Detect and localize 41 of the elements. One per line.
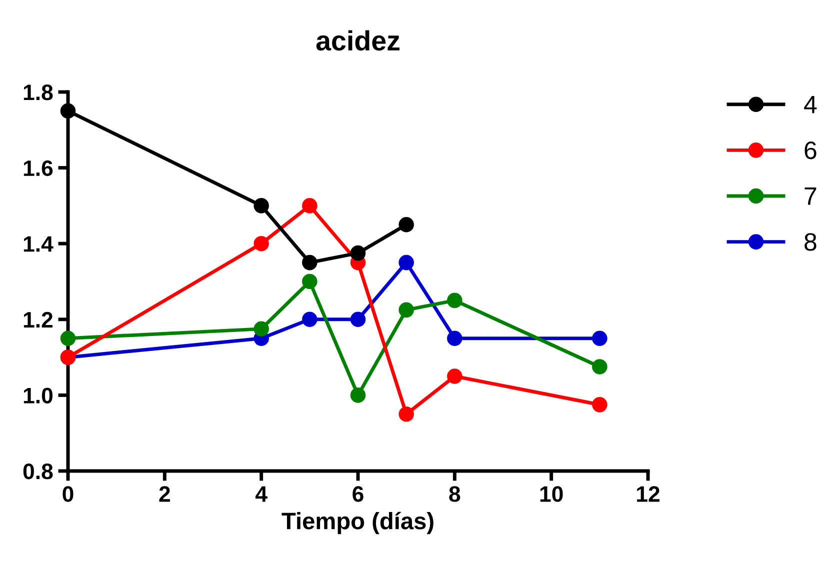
legend-label: 7 [804, 188, 816, 205]
point [350, 388, 366, 403]
point [447, 330, 462, 346]
point [302, 198, 318, 214]
point [398, 254, 414, 270]
point [254, 321, 269, 337]
point [302, 254, 318, 270]
point [592, 359, 608, 374]
point [398, 302, 414, 318]
x-tick-label: 8 [449, 486, 460, 502]
point [447, 292, 462, 308]
point [350, 245, 366, 261]
y-tick-label: 1.8 [24, 84, 53, 100]
point [302, 312, 318, 328]
y-tick-label: 0.8 [23, 464, 53, 480]
y-tick-label: 1.0 [24, 388, 53, 404]
x-tick-label: 0 [62, 486, 74, 502]
y-tick-label: 1.6 [24, 160, 53, 176]
point [254, 236, 269, 252]
point [592, 397, 608, 412]
chart-title: acidez [316, 30, 400, 51]
point [60, 103, 76, 119]
x-tick-label: 10 [540, 486, 563, 502]
x-tick-label: 12 [637, 486, 660, 502]
legend-label: 4 [804, 96, 817, 114]
x-tick-label: 2 [159, 486, 170, 502]
y-tick-label: 1.2 [24, 312, 53, 328]
x-axis-title: Tiempo (días) [282, 512, 434, 534]
point [254, 198, 269, 214]
point [398, 217, 414, 232]
x-tick-label: 4 [255, 486, 268, 502]
point [60, 330, 76, 346]
point [350, 312, 366, 328]
x-tick-label: 6 [352, 486, 364, 502]
y-tick-label: 1.4 [24, 236, 54, 252]
point [398, 406, 414, 422]
point [447, 368, 462, 384]
point [302, 274, 318, 290]
point [592, 330, 608, 346]
legend-label: 6 [804, 141, 816, 160]
legend-label: 8 [804, 233, 816, 251]
